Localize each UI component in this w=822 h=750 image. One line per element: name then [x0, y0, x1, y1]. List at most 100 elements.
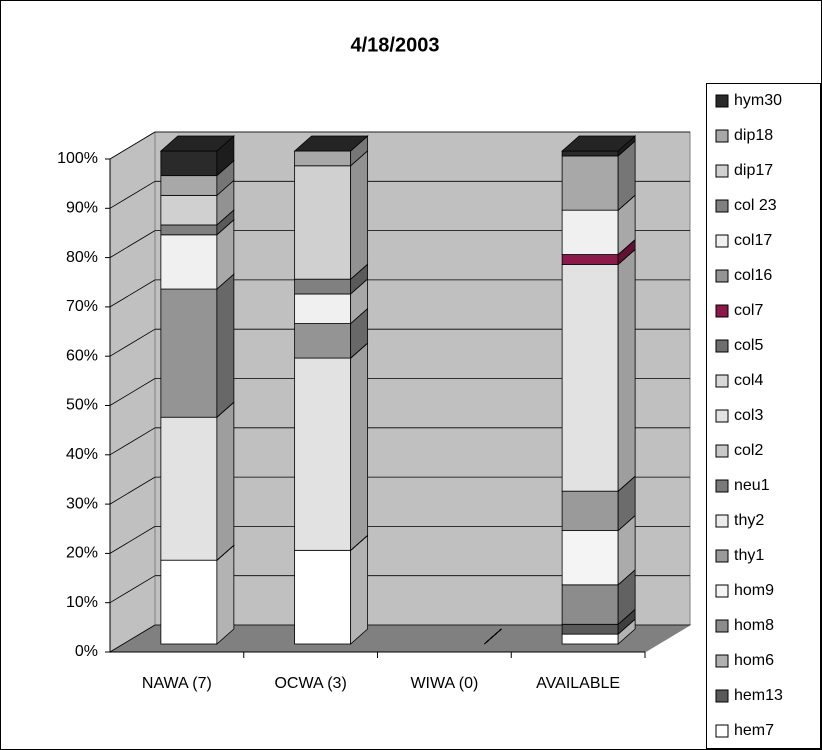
legend-swatch [715, 689, 729, 703]
bar-front [561, 490, 619, 532]
bar-front [561, 530, 619, 586]
legend-swatch [715, 164, 729, 178]
bar-front [294, 150, 352, 167]
y-tick-label: 10% [66, 594, 98, 611]
bar-segment [160, 273, 235, 419]
bar-top [561, 135, 637, 152]
legend-label: thy1 [734, 547, 764, 564]
legend-label: hom9 [734, 582, 774, 599]
bar-segment [294, 534, 369, 645]
bar-segment [160, 544, 235, 645]
bar-front [160, 288, 218, 418]
y-tick-label: 40% [66, 446, 98, 463]
bar-segment [561, 140, 636, 212]
bar-segment [294, 149, 369, 281]
grid-line [109, 378, 156, 406]
bar-front [561, 254, 619, 265]
legend-swatch [715, 374, 729, 388]
bar-front [294, 278, 352, 295]
legend-label: hem13 [734, 687, 783, 704]
legend-swatch [715, 339, 729, 353]
bar-front [561, 263, 619, 492]
bar-front [561, 623, 619, 635]
bar-side [617, 248, 636, 493]
bar-side [484, 628, 502, 645]
legend-label: col16 [734, 267, 772, 284]
x-tick-label: NAWA (7) [142, 675, 212, 692]
y-tick-label: 0% [75, 643, 98, 660]
legend-label: dip17 [734, 162, 773, 179]
chart-title: 4/18/2003 [351, 34, 440, 56]
grid-line [109, 427, 156, 456]
grid-line [109, 279, 156, 308]
legend-label: col2 [734, 442, 763, 459]
grid-line [109, 526, 156, 554]
bar-segment [561, 194, 636, 256]
legend-swatch [715, 724, 729, 738]
bar-front [160, 416, 218, 561]
legend-label: col3 [734, 407, 763, 424]
bar-segment [294, 135, 369, 167]
legend-label: hom6 [734, 652, 774, 669]
legend-swatch [715, 444, 729, 458]
legend-label: col17 [734, 232, 772, 249]
bar-segment [561, 568, 636, 626]
bar-segment [160, 135, 235, 177]
legend-swatch [715, 304, 729, 318]
bar-front [160, 194, 218, 226]
bar-front [294, 549, 352, 645]
bar-segment [561, 248, 636, 493]
bar-side [216, 544, 235, 645]
y-tick-label: 20% [66, 545, 98, 562]
bar-front [561, 150, 619, 157]
legend-label: dip18 [734, 127, 773, 144]
bar-front [160, 175, 218, 196]
legend-label: col5 [734, 337, 763, 354]
bar-side [216, 273, 235, 419]
bar-front [294, 323, 352, 359]
grid-line [109, 575, 156, 604]
bar-front [561, 584, 619, 625]
bar-front [561, 155, 619, 211]
bar-segment [160, 179, 235, 226]
legend-label: col 23 [734, 197, 777, 214]
bar-front [294, 293, 352, 324]
y-tick-label: 30% [66, 495, 98, 512]
grid-line [109, 180, 156, 209]
bar-front [294, 165, 352, 280]
bar-side [350, 342, 369, 552]
legend-swatch [715, 234, 729, 248]
bar-front [160, 224, 218, 236]
grid-line [109, 328, 156, 357]
legend-swatch [715, 654, 729, 668]
bar-segment [561, 514, 636, 586]
bar-front [561, 633, 619, 645]
legend-label: thy2 [734, 512, 764, 529]
grid-line [109, 230, 156, 258]
y-tick-label: 80% [66, 249, 98, 266]
bar-segment [484, 628, 502, 645]
legend-swatch [715, 584, 729, 598]
bar-front [561, 209, 619, 255]
grid-line [109, 624, 156, 653]
x-tick-label: WIWA (0) [410, 675, 478, 692]
bar-top [159, 135, 235, 152]
bar-segment [561, 238, 636, 266]
grid-line [109, 131, 156, 160]
plot-area: 0% 10% 20% 30% 40% 50% 60% 70% 80% 90% 100% NAWA (7… [57, 131, 692, 692]
x-tick-label: OCWA (3) [274, 675, 346, 692]
legend-label: hem7 [734, 722, 774, 739]
y-tick-label: 100% [57, 150, 98, 167]
legend-swatch [715, 269, 729, 283]
legend-label: neu1 [734, 477, 770, 494]
grid-line [109, 476, 156, 505]
legend: hym30 dip18 dip17 col 23 col17 col16 col7 col5 c… [715, 92, 783, 739]
bar-top [293, 135, 369, 152]
legend-label: col4 [734, 372, 763, 389]
x-tick-label: AVAILABLE [536, 675, 620, 692]
legend-label: hym30 [734, 92, 782, 109]
legend-swatch [715, 199, 729, 213]
bar-front [160, 559, 218, 645]
legend-swatch [715, 549, 729, 563]
